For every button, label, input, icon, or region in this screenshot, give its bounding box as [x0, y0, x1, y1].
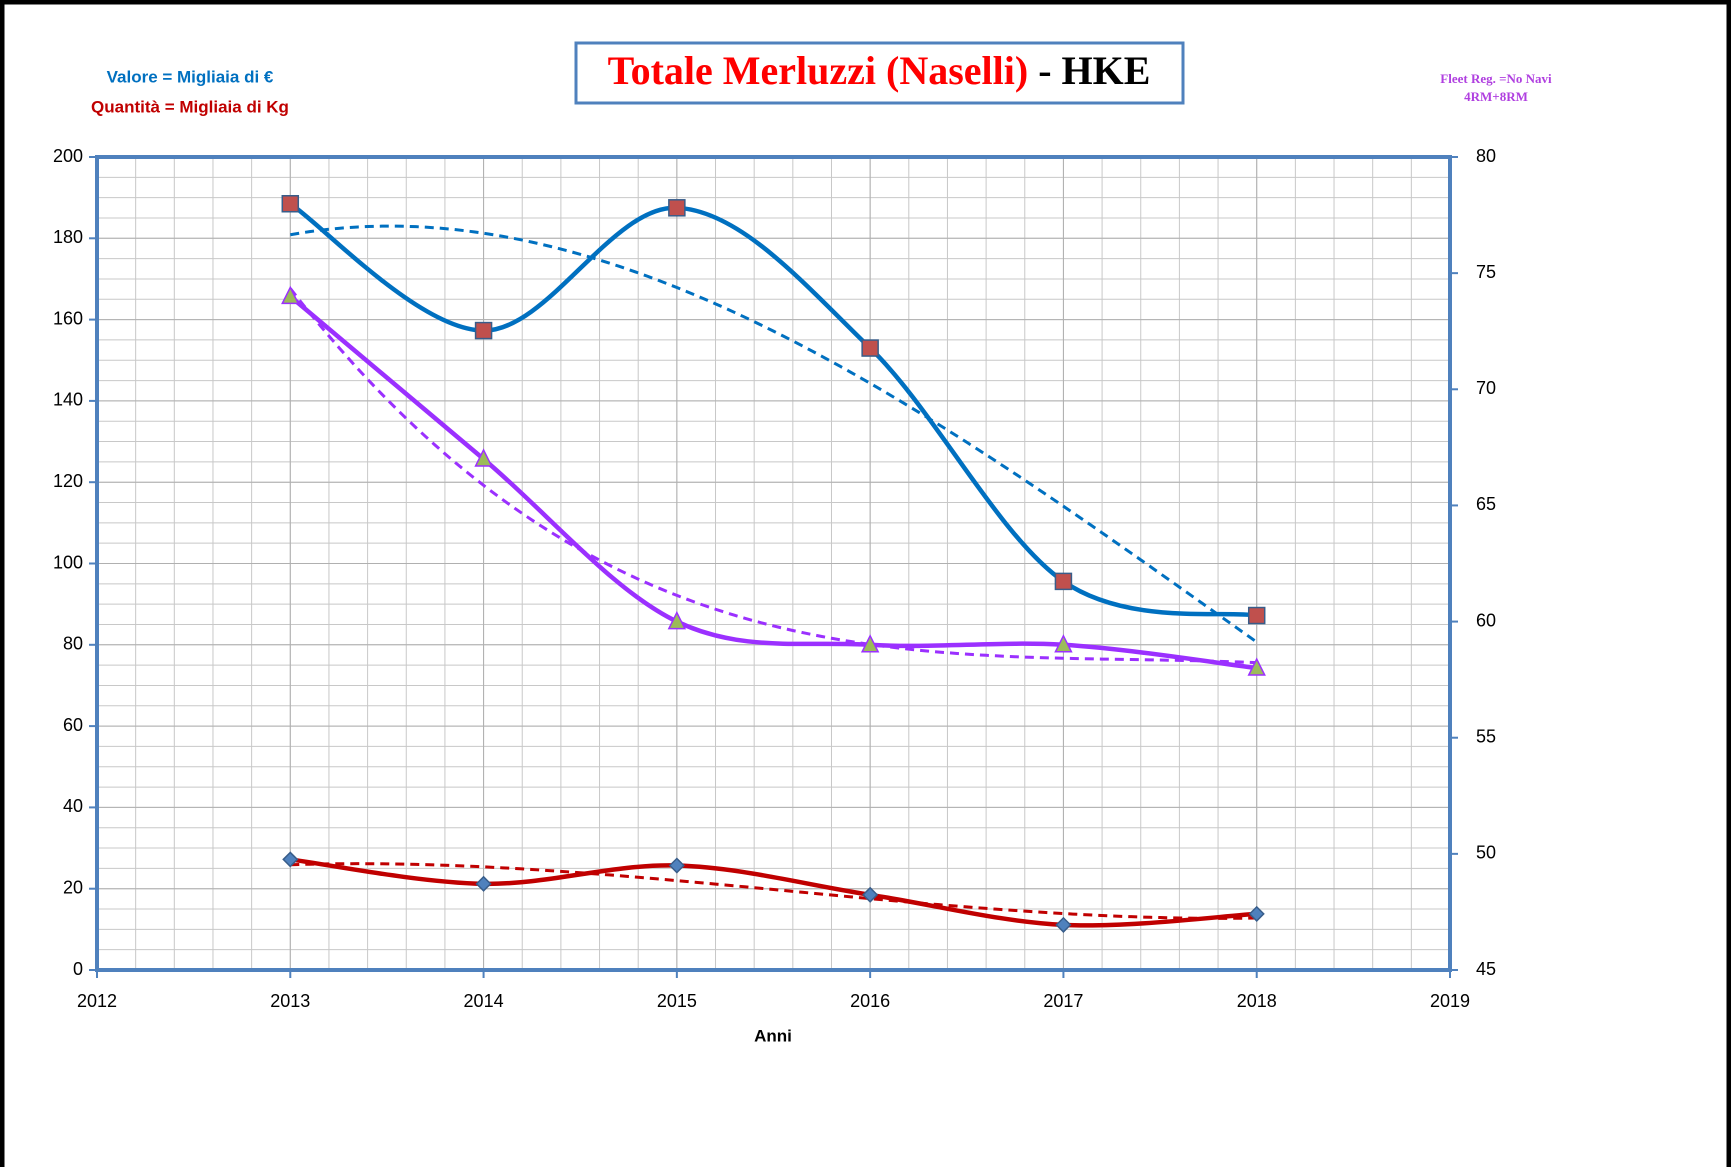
- y-tick-label: 0: [73, 959, 83, 979]
- y-tick-label: 100: [53, 552, 83, 572]
- x-tick-label: 2015: [657, 991, 697, 1011]
- y-tick-label: 60: [63, 715, 83, 735]
- marker: [281, 285, 300, 305]
- marker: [668, 857, 685, 874]
- y2-tick-label: 65: [1476, 494, 1496, 514]
- note-quantity: Quantità = Migliaia di Kg: [91, 97, 289, 116]
- y-tick-label: 120: [53, 471, 83, 491]
- series-line: [288, 294, 1257, 671]
- marker: [282, 851, 299, 868]
- marker: [667, 610, 687, 630]
- x-axis-label: Anni: [754, 1026, 792, 1045]
- series-line: [289, 201, 1258, 618]
- y-tick-label: 20: [63, 877, 83, 897]
- x-tick-label: 2014: [464, 991, 504, 1011]
- trend-line: [290, 862, 1257, 920]
- y2-tick-label: 75: [1476, 262, 1496, 282]
- y2-tick-label: 55: [1476, 726, 1496, 746]
- marker: [474, 448, 493, 467]
- x-tick-label: 2019: [1430, 991, 1470, 1011]
- marker: [861, 339, 879, 357]
- marker: [862, 886, 879, 903]
- x-tick-label: 2013: [270, 991, 310, 1011]
- x-tick-label: 2016: [850, 991, 890, 1011]
- marker: [1054, 634, 1073, 653]
- y-tick-label: 160: [53, 308, 83, 328]
- marker: [281, 194, 300, 213]
- trend-line: [290, 224, 1258, 644]
- marker: [1055, 916, 1072, 933]
- x-tick-label: 2018: [1237, 991, 1277, 1011]
- y-tick-label: 140: [53, 390, 83, 410]
- title-main: Totale Merluzzi (Naselli): [608, 48, 1029, 93]
- trend-line: [289, 287, 1257, 665]
- fleet-note: Fleet Reg. =No Navi: [1440, 71, 1552, 86]
- series-line: [290, 857, 1257, 928]
- marker: [1248, 905, 1265, 922]
- y-tick-label: 80: [63, 634, 83, 654]
- y2-tick-label: 60: [1476, 610, 1496, 630]
- x-tick-label: 2012: [77, 991, 117, 1011]
- marker: [1054, 572, 1073, 591]
- y2-tick-label: 45: [1476, 959, 1496, 979]
- note-value: Valore = Migliaia di €: [107, 67, 274, 86]
- y2-tick-label: 70: [1476, 378, 1496, 398]
- plot-border: [95, 155, 1452, 972]
- marker: [475, 875, 492, 892]
- title-box: [574, 41, 1185, 105]
- fleet-note: 4RM+8RM: [1464, 89, 1528, 104]
- marker: [1247, 657, 1266, 676]
- marker: [860, 634, 880, 653]
- y-tick-label: 40: [63, 796, 83, 816]
- marker: [1247, 606, 1266, 625]
- y2-tick-label: 50: [1476, 843, 1496, 863]
- y-tick-label: 200: [53, 146, 83, 166]
- chart-title: Totale Merluzzi (Naselli) - HKE: [608, 48, 1151, 93]
- title-suffix: - HKE: [1038, 48, 1150, 93]
- marker: [668, 199, 686, 217]
- marker: [474, 321, 493, 340]
- y-tick-label: 180: [53, 227, 83, 247]
- y2-tick-label: 80: [1476, 146, 1496, 166]
- x-tick-label: 2017: [1043, 991, 1083, 1011]
